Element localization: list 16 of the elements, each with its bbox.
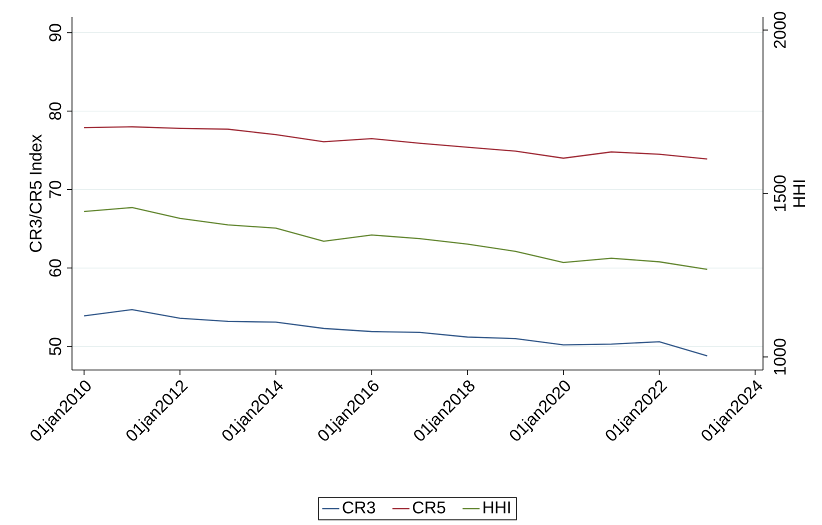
legend-label: CR3 [342,501,376,514]
y-tick-label: 70 [49,180,62,198]
line-series [83,206,708,270]
legend-label: CR5 [412,501,446,514]
y-axis-title: CR3/CR5 Index [29,134,42,252]
legend-label: HHI [484,502,510,514]
line-series [83,126,708,160]
line-series [83,308,708,357]
y2-tick-label: 2000 [774,12,786,48]
y-tick-label: 60 [49,259,62,277]
y-tick-label: 50 [49,338,62,356]
y-tick-label: 90 [49,24,62,42]
y2-tick-label: 1000 [774,338,786,374]
y-tick-label: 80 [49,102,62,120]
y2-tick-label: 1500 [774,175,786,212]
y2-axis-title: HHI [793,180,805,207]
